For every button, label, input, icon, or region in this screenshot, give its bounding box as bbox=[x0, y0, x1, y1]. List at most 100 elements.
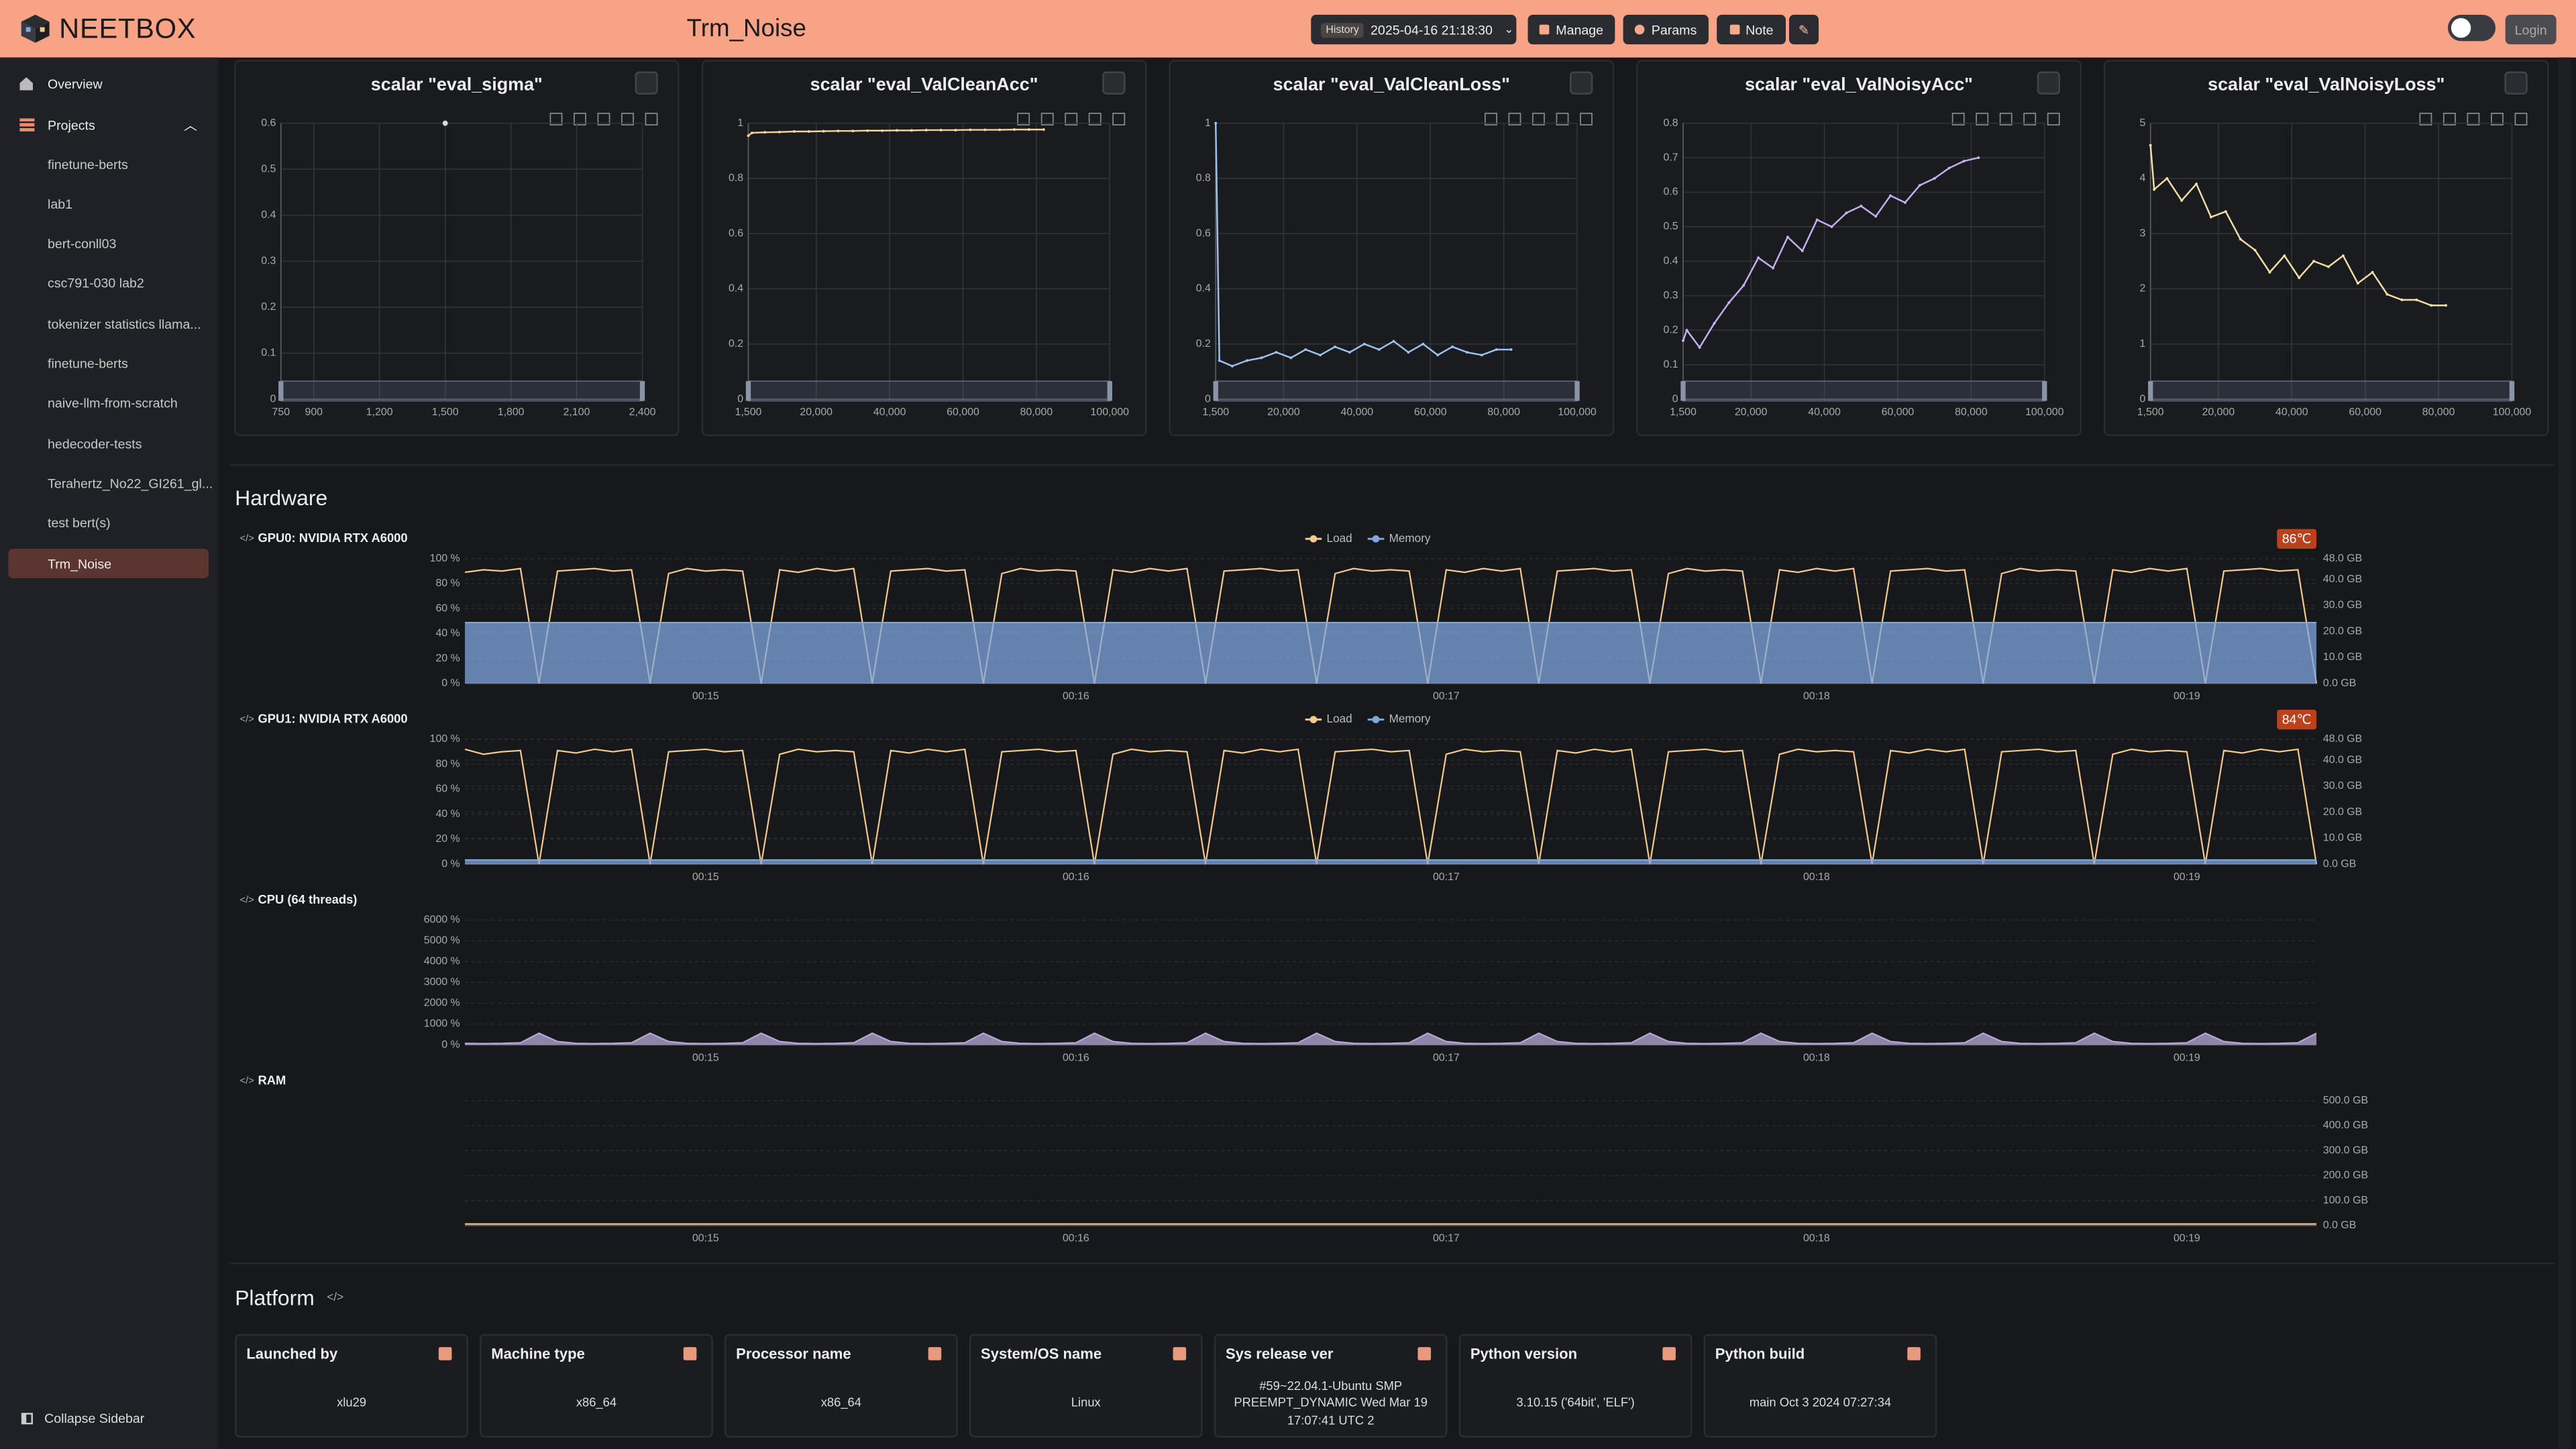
marker bbox=[896, 129, 898, 132]
project-link[interactable]: tokenizer statistics llama... bbox=[48, 316, 201, 331]
marker bbox=[1392, 339, 1395, 343]
collapse-sidebar[interactable]: Collapse Sidebar bbox=[21, 1411, 145, 1426]
marker bbox=[1275, 351, 1278, 354]
button-label: Params bbox=[1651, 22, 1697, 38]
copy-button[interactable] bbox=[438, 1347, 452, 1360]
legend-label: Memory bbox=[1389, 531, 1431, 545]
nav-label: Overview bbox=[48, 76, 103, 91]
history-select[interactable]: History 2025-04-16 21:18:30 ⌄ bbox=[1311, 15, 1517, 45]
x-tick-label: 00:15 bbox=[692, 1233, 719, 1244]
project-link[interactable]: hedecoder-tests bbox=[48, 436, 142, 451]
marker bbox=[2153, 188, 2156, 191]
toolbox-icon bbox=[1508, 113, 1521, 125]
info-card: Machine type x86_64 bbox=[480, 1334, 713, 1438]
x-tick-label: 00:19 bbox=[2174, 691, 2200, 702]
y-tick-label: 1 bbox=[2140, 338, 2146, 350]
marker bbox=[751, 131, 753, 135]
copy-button[interactable] bbox=[683, 1347, 697, 1360]
copy-button[interactable] bbox=[928, 1347, 942, 1360]
card-label: Launched by bbox=[246, 1345, 338, 1362]
y-tick-label: 0.6 bbox=[729, 227, 743, 239]
x-tick-label: 2,100 bbox=[564, 407, 590, 418]
marker bbox=[1245, 359, 1248, 362]
y-tick-label: 4000 % bbox=[424, 956, 460, 967]
toolbox-icon bbox=[1112, 113, 1126, 125]
params-button[interactable]: Params bbox=[1623, 15, 1709, 45]
y-tick-label: 100 % bbox=[430, 553, 460, 564]
marker bbox=[1319, 354, 1322, 357]
x-tick-label: 100,000 bbox=[2493, 407, 2532, 418]
project-link[interactable]: finetune-berts bbox=[48, 356, 128, 372]
marker bbox=[2149, 144, 2152, 147]
scrollbar[interactable] bbox=[2558, 57, 2571, 1449]
history-label: History bbox=[1320, 22, 1364, 38]
marker bbox=[2371, 270, 2374, 274]
card-value: 3.10.15 ('64bit', 'ELF') bbox=[1516, 1395, 1635, 1410]
x-tick-label: 1,500 bbox=[1670, 407, 1697, 418]
y-tick-label: 40 % bbox=[435, 808, 460, 820]
y-tick-label: 0.4 bbox=[261, 209, 276, 221]
edit-button[interactable]: ✎ bbox=[1788, 15, 1819, 45]
toolbox-icon bbox=[1999, 113, 2012, 125]
marker bbox=[1830, 225, 1833, 228]
project-link[interactable]: finetune-berts bbox=[48, 156, 128, 172]
projects-link[interactable]: Projects ︿ bbox=[8, 110, 209, 140]
marker bbox=[1362, 342, 1366, 345]
x-tick-label: 2,400 bbox=[629, 407, 656, 418]
zoom-handle bbox=[1107, 381, 1112, 401]
code-icon: </> bbox=[240, 533, 254, 544]
project-link[interactable]: test bert(s) bbox=[48, 516, 111, 531]
marker bbox=[2385, 292, 2389, 296]
marker bbox=[1947, 166, 1951, 170]
project-link[interactable]: Trm_Noise bbox=[8, 548, 209, 579]
code-icon: </> bbox=[240, 895, 254, 906]
y-tick-label: 20 % bbox=[435, 653, 460, 664]
area-fill bbox=[465, 623, 2317, 684]
toolbox-icon bbox=[2023, 113, 2037, 125]
marker bbox=[2283, 254, 2286, 258]
note-button[interactable]: Note bbox=[1717, 15, 1786, 45]
toolbox-icon bbox=[1485, 113, 1497, 125]
data-line bbox=[464, 568, 2318, 684]
marker bbox=[924, 128, 928, 131]
copy-button[interactable] bbox=[1907, 1347, 1921, 1360]
project-link[interactable]: lab1 bbox=[48, 197, 73, 212]
chart-title: scalar "eval_sigma" bbox=[371, 74, 543, 94]
marker bbox=[881, 129, 884, 132]
marker bbox=[939, 128, 943, 131]
marker bbox=[851, 129, 855, 133]
x-tick-label: 00:16 bbox=[1063, 1233, 1089, 1244]
copy-button[interactable] bbox=[1417, 1347, 1432, 1360]
card-label: Sys release ver bbox=[1225, 1345, 1334, 1362]
legend-label: Load bbox=[1327, 712, 1352, 725]
y-tick-label: 0.5 bbox=[1664, 221, 1678, 232]
marker bbox=[1889, 194, 1892, 197]
card-value: Linux bbox=[1071, 1395, 1101, 1410]
x-tick-label: 1,500 bbox=[2137, 407, 2164, 418]
zoom-slider bbox=[1215, 380, 1578, 402]
copy-button[interactable] bbox=[1662, 1347, 1676, 1360]
overview-link[interactable]: Overview bbox=[8, 69, 209, 99]
manage-button[interactable]: Manage bbox=[1527, 15, 1615, 45]
project-link[interactable]: Terahertz_No22_GI261_gl... bbox=[48, 476, 213, 491]
logo-text: NEETBOX bbox=[59, 13, 197, 45]
x-tick-label: 40,000 bbox=[1808, 407, 1841, 418]
login-button[interactable]: Login bbox=[2505, 15, 2557, 45]
theme-toggle[interactable] bbox=[2447, 15, 2496, 42]
x-tick-label: 00:15 bbox=[692, 691, 719, 702]
copy-button[interactable] bbox=[1173, 1347, 1187, 1360]
marker bbox=[1509, 348, 1513, 352]
y-tick-label: 0.8 bbox=[1196, 172, 1211, 184]
marker bbox=[1962, 160, 1966, 163]
data-line bbox=[747, 128, 1044, 137]
y-tick-label: 0.2 bbox=[729, 338, 743, 350]
marker bbox=[1377, 348, 1381, 352]
marker bbox=[1772, 266, 1774, 270]
marker bbox=[2253, 248, 2257, 252]
project-link[interactable]: csc791-030 lab2 bbox=[48, 276, 144, 292]
zoom-handle bbox=[745, 381, 751, 401]
project-link[interactable]: bert-conll03 bbox=[48, 236, 117, 252]
project-link[interactable]: naive-llm-from-scratch bbox=[48, 396, 178, 411]
x-tick-label: 100,000 bbox=[1091, 407, 1130, 418]
y-tick-label: 0.1 bbox=[1664, 359, 1678, 370]
